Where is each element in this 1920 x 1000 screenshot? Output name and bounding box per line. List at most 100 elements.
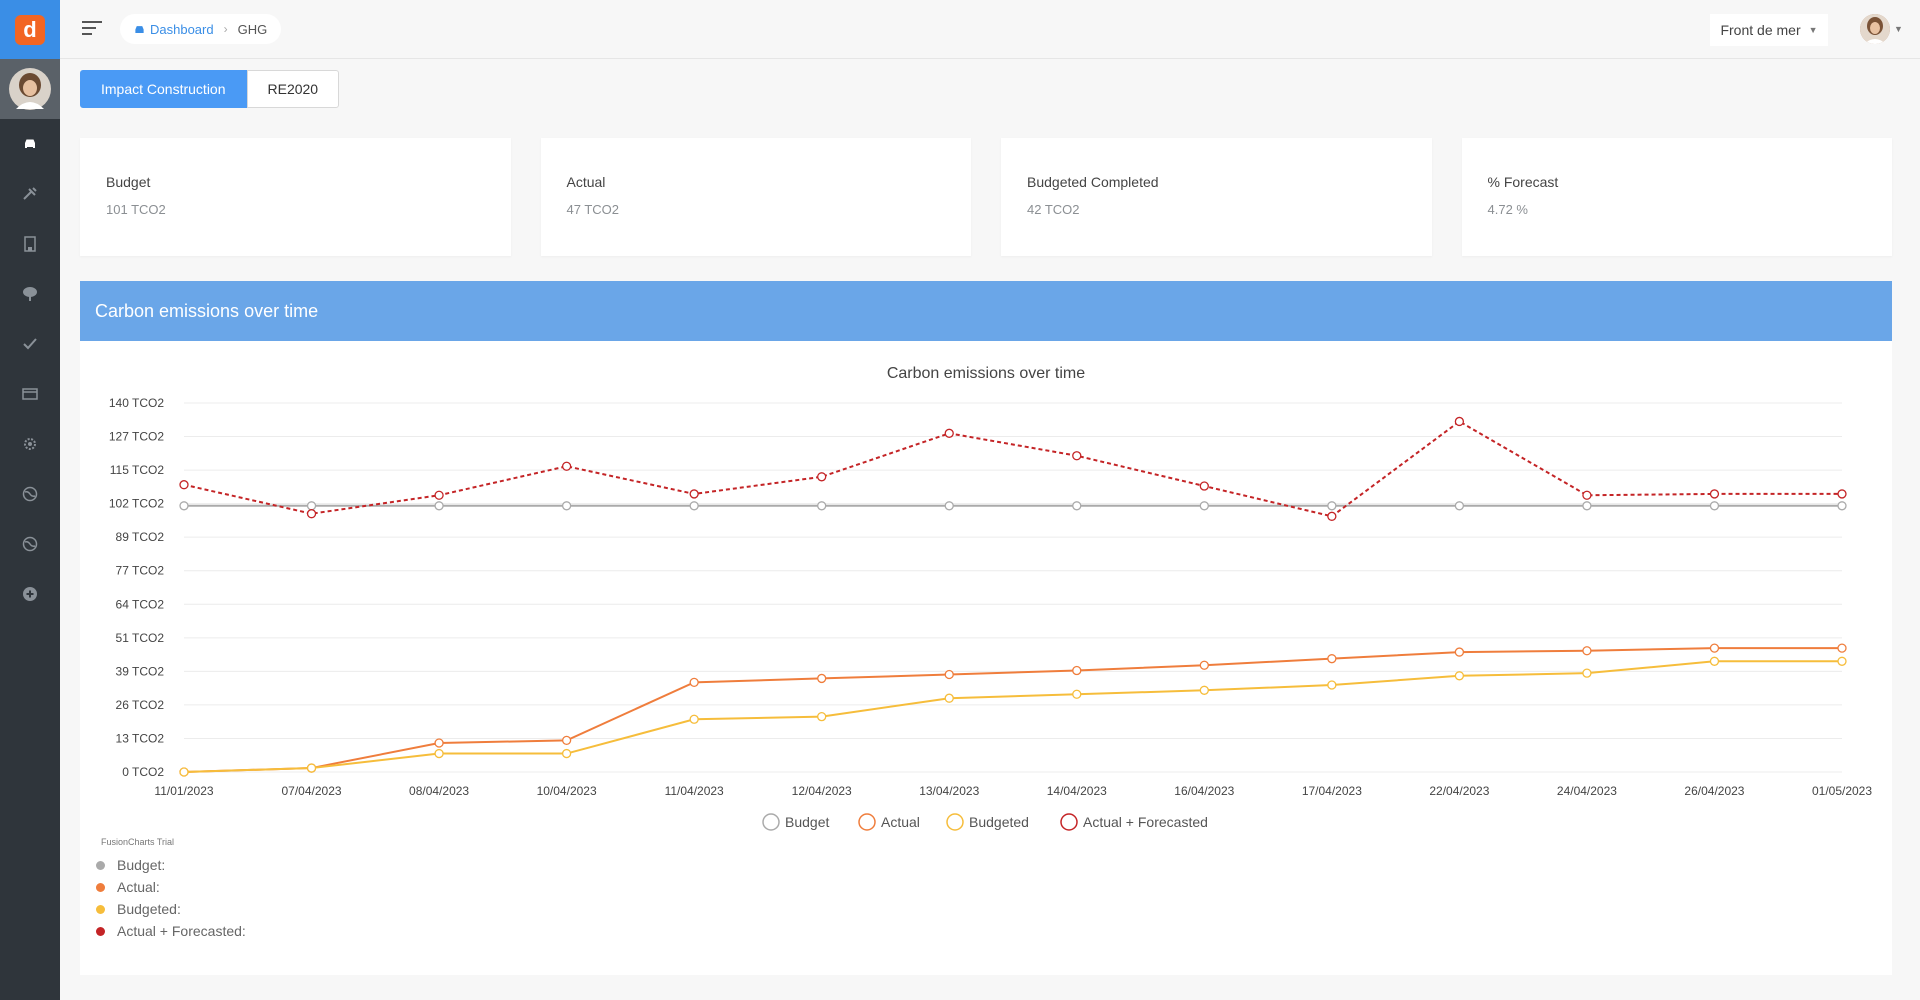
data-point	[689, 677, 699, 688]
y-tick-label: 77 TCO2	[116, 564, 165, 578]
data-point	[561, 748, 572, 759]
data-point	[1072, 501, 1082, 511]
kpi-card-actual: Actual 47 TCO2	[540, 138, 971, 256]
data-point	[689, 501, 699, 511]
data-point	[1454, 671, 1465, 681]
chart-title: Carbon emissions over time	[887, 365, 1085, 382]
data-point	[434, 738, 444, 748]
data-point	[1327, 501, 1337, 511]
data-point	[1327, 511, 1337, 521]
color-dot-icon	[96, 904, 105, 914]
chart-panel-header: Carbon emissions over time	[80, 281, 1892, 341]
building-icon	[24, 236, 36, 252]
data-point	[561, 461, 572, 471]
kpi-label: Actual	[566, 174, 606, 190]
data-point	[1709, 643, 1720, 653]
data-point	[306, 509, 317, 519]
y-tick-label: 51 TCO2	[116, 631, 165, 645]
sidebar-item-building[interactable]	[0, 219, 60, 269]
user-photo-icon	[9, 68, 51, 110]
x-tick-label: 11/01/2023	[154, 784, 213, 798]
data-point	[1837, 656, 1847, 666]
sidebar-item-documents[interactable]	[0, 369, 60, 419]
data-point	[179, 480, 189, 490]
data-point	[817, 501, 827, 511]
x-tick-label: 07/04/2023	[282, 784, 342, 798]
data-point	[434, 501, 444, 511]
data-point	[179, 767, 189, 777]
data-point	[944, 428, 954, 438]
user-menu[interactable]: ▼	[1860, 14, 1903, 44]
sidebar-item-globe[interactable]	[0, 469, 60, 519]
sidebar-item-tree[interactable]	[0, 269, 60, 319]
data-point	[1072, 665, 1082, 676]
x-tick-label: 16/04/2023	[1174, 784, 1234, 798]
plus-circle-icon	[23, 587, 37, 601]
kpi-card-forecast: % Forecast 4.72 %	[1461, 138, 1892, 256]
data-point	[817, 673, 827, 684]
menu-icon[interactable]	[82, 20, 102, 36]
data-point	[1454, 416, 1465, 427]
y-tick-label: 115 TCO2	[110, 463, 165, 477]
series-line	[183, 420, 1842, 518]
x-tick-label: 01/05/2023	[1812, 784, 1872, 798]
data-point	[817, 711, 827, 722]
tooltip-legend: Budget: Actual: Budgeted: Actual + Forecast…	[96, 854, 246, 942]
x-tick-label: 11/04/2023	[665, 784, 724, 798]
breadcrumb-home-label: Dashboard	[150, 21, 214, 37]
chart-panel-body: Carbon emissions over time 140 TCO2 127 TC…	[80, 341, 1892, 975]
x-tick-label: 22/04/2023	[1429, 784, 1489, 798]
legend-marker	[1060, 813, 1078, 831]
breadcrumb-dashboard-link[interactable]: Dashboard	[134, 22, 214, 37]
sidebar-item-tasks[interactable]	[0, 319, 60, 369]
sidebar-item-dashboard[interactable]	[0, 119, 60, 169]
y-tick-label: 127 TCO2	[109, 430, 164, 444]
data-point	[179, 501, 189, 511]
y-tick-label: 0 TCO2	[122, 765, 164, 779]
panel-title: Carbon emissions over time	[95, 300, 319, 321]
globe-icon	[22, 486, 38, 502]
tab-impact-construction[interactable]: Impact Construction	[80, 70, 247, 108]
legend-row-label: Actual:	[117, 879, 160, 895]
y-tick-label: 26 TCO2	[116, 698, 165, 712]
project-select[interactable]: Front de mer ▼	[1710, 14, 1828, 46]
window-icon	[22, 388, 38, 400]
data-point	[944, 669, 954, 680]
data-point	[944, 501, 954, 511]
y-tick-label: 64 TCO2	[116, 597, 165, 611]
legend-row-label: Actual + Forecasted:	[117, 923, 246, 939]
data-point	[1582, 490, 1592, 500]
sidebar-item-tools[interactable]	[0, 169, 60, 219]
x-tick-label: 10/04/2023	[537, 784, 597, 798]
breadcrumb: Dashboard › GHG	[120, 14, 282, 44]
data-point	[1199, 481, 1209, 491]
project-select-value: Front de mer	[1720, 22, 1801, 38]
data-point	[1582, 501, 1592, 511]
data-point	[1582, 668, 1592, 678]
sidebar-item-globe-2[interactable]	[0, 519, 60, 569]
legend-row-label: Budgeted:	[117, 901, 181, 917]
kpi-label: Budgeted Completed	[1027, 174, 1159, 190]
kpi-card-budgeted-completed: Budgeted Completed 42 TCO2	[1001, 138, 1432, 256]
caret-down-icon: ▼	[1808, 25, 1818, 35]
data-point	[1072, 689, 1082, 699]
data-point	[1837, 501, 1847, 511]
tools-icon	[23, 187, 37, 200]
avatar	[1860, 14, 1890, 44]
data-point	[1327, 680, 1337, 690]
sidebar-item-settings[interactable]	[0, 419, 60, 469]
sidebar-avatar[interactable]	[0, 59, 60, 119]
sidebar-item-add[interactable]	[0, 569, 60, 619]
tab-re2020[interactable]: RE2020	[246, 70, 340, 108]
legend-marker	[946, 813, 964, 831]
series-line	[183, 647, 1842, 773]
data-point	[689, 714, 699, 724]
kpi-value: 4.72 %	[1487, 202, 1528, 217]
topbar: Dashboard › GHG Front de mer ▼ ▼	[60, 0, 1920, 59]
data-point	[1199, 501, 1209, 511]
data-point	[1327, 654, 1337, 664]
kpi-cards: Budget 101 TCO2 Actual 47 TCO2 Budgeted …	[80, 138, 1892, 256]
logo-box[interactable]: d	[0, 0, 60, 59]
data-point	[1072, 451, 1082, 461]
data-point	[1199, 685, 1209, 695]
